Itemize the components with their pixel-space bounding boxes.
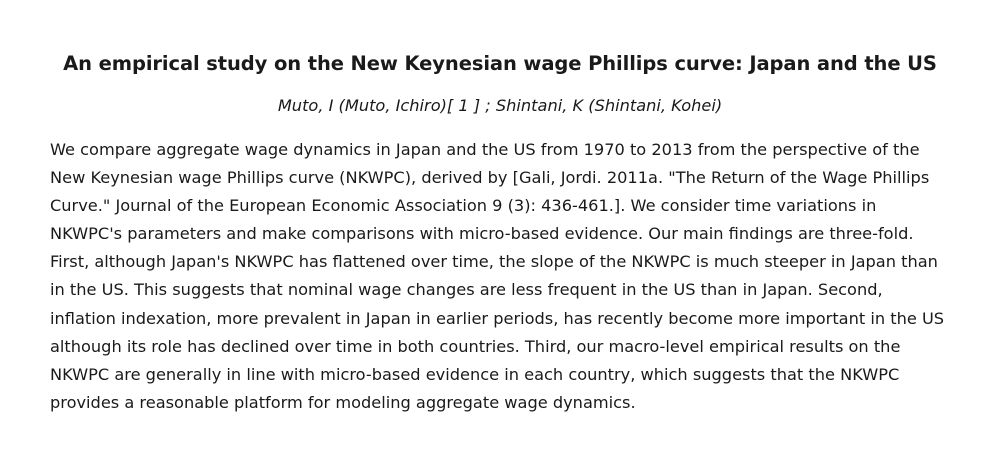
paper-title: An empirical study on the New Keynesian …	[63, 52, 937, 75]
author-list: Muto, I (Muto, Ichiro)[ 1 ] ; Shintani, …	[277, 96, 723, 115]
abstract-text: We compare aggregate wage dynamics in Ja…	[50, 140, 945, 412]
